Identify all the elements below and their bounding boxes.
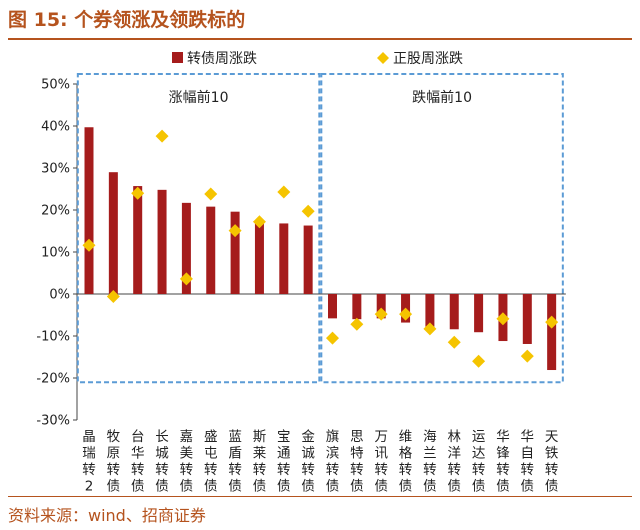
bar [133,186,143,294]
marker-point [326,331,339,345]
marker-point [179,272,193,286]
marker-point [131,186,145,200]
bar [157,189,167,294]
category-label: 长城转债 [155,429,169,495]
legend-marker-label: 正股周涨跌 [393,51,463,67]
legend-bar-label: 转债周涨跌 [187,51,257,67]
bar [425,294,435,327]
category-label: 金诚转债 [301,429,315,495]
category-label: 旗滨转债 [326,429,340,495]
marker-point [399,307,413,321]
marker-point [374,307,388,321]
bar [328,294,337,319]
source-note: 资料来源：wind、招商证券 [8,506,206,525]
category-label: 嘉美转债 [180,429,194,495]
marker-point [520,349,534,363]
category-label: 海兰转债 [423,429,437,495]
y-tick-label: 0% [49,288,70,303]
category-label: 维格转债 [399,429,413,495]
category-label: 斯莱转债 [253,429,267,495]
marker-point [423,322,437,336]
category-label: 台华转债 [131,429,145,495]
category-label: 盛屯转债 [204,429,218,495]
marker-point [82,238,96,252]
y-tick-label: -20% [36,372,70,387]
bar [254,220,264,294]
category-label: 运达转债 [472,429,486,495]
category-label: 晶瑞转 2 [82,429,96,495]
source-divider [8,496,632,497]
bar [84,127,94,294]
category-label: 华自转债 [521,429,535,495]
figure-title: 图 15: 个券领涨及领跌标的 [8,9,246,31]
top-gainers-box [76,73,321,384]
y-tick-label: 30% [41,162,70,177]
bar [474,294,484,333]
category-label: 林洋转债 [448,429,462,495]
bar [279,223,289,294]
category-label: 宝通转债 [277,429,291,495]
top-losers-label: 跌幅前10 [412,89,472,106]
y-tick-label: 20% [41,204,70,219]
marker-point [155,129,169,143]
y-tick-label: 10% [41,246,70,261]
bar [522,294,532,344]
category-label: 蓝盾转债 [228,429,242,495]
y-tick-label: -10% [36,330,70,345]
category-label: 万讯转债 [374,429,388,495]
bar [303,225,313,294]
category-label: 思特转债 [350,429,364,495]
category-label: 天铁转债 [545,429,559,495]
marker-point [447,335,461,349]
bar [230,211,240,294]
marker-point [106,290,120,304]
bar [449,294,459,330]
bar [352,294,362,320]
marker-point [204,187,218,201]
category-label: 牧原转债 [107,429,121,495]
marker-point [350,317,364,331]
category-label: 华锋转债 [496,429,510,495]
bar [108,172,118,294]
bar [206,206,216,294]
bar [376,294,386,319]
marker-point [252,215,266,229]
marker-point [228,224,242,238]
title-underline [8,38,632,40]
y-tick-label: 50% [41,78,70,93]
bar [181,202,191,294]
top-losers-box [320,73,564,384]
legend-marker-swatch [377,52,389,64]
marker-point [301,204,315,218]
y-tick-label: -30% [36,414,70,429]
y-tick-label: 40% [41,120,70,135]
legend-bar-swatch [172,52,183,63]
marker-point [496,312,510,326]
marker-point [472,354,486,368]
top-gainers-label: 涨幅前10 [169,89,229,106]
bar [547,294,557,371]
marker-point [277,185,291,199]
marker-point [545,315,559,329]
